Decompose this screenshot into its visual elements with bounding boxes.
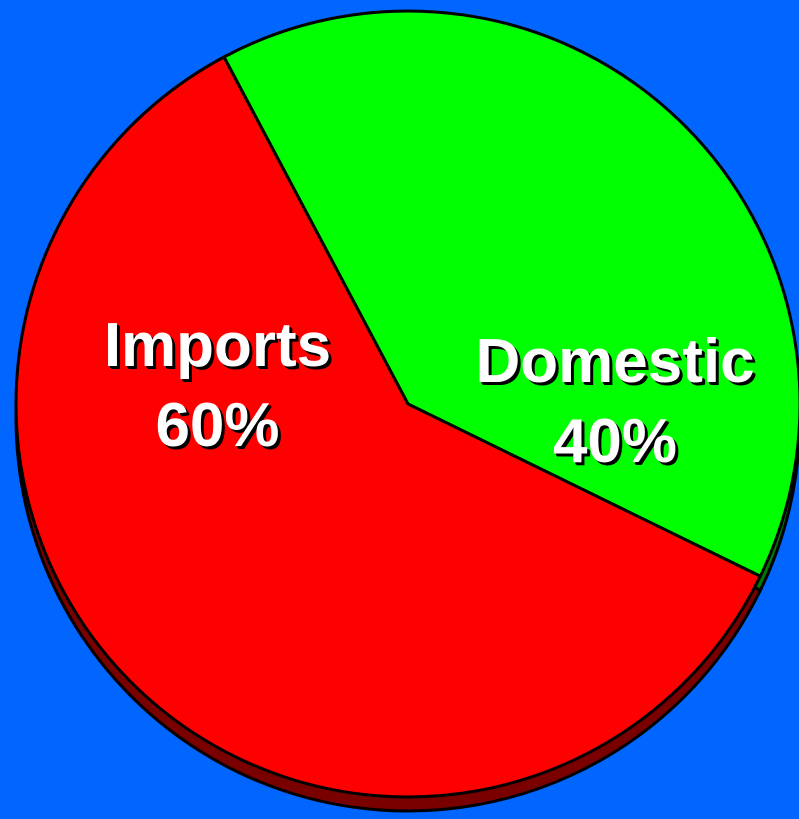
slice-label-domestic-percent: 40%: [552, 407, 678, 476]
slice-label-imports-percent: 60%: [155, 391, 280, 460]
slice-label-domestic: Domestic 40%: [440, 322, 790, 482]
pie-slice-imports: [14, 55, 762, 799]
slice-label-imports: Imports 60%: [60, 306, 375, 466]
slice-label-imports-name: Imports: [103, 311, 332, 380]
pie-slice-domestic: [222, 9, 799, 578]
slice-label-domestic-name: Domestic: [475, 327, 755, 396]
pie-top-layer: [14, 9, 799, 799]
